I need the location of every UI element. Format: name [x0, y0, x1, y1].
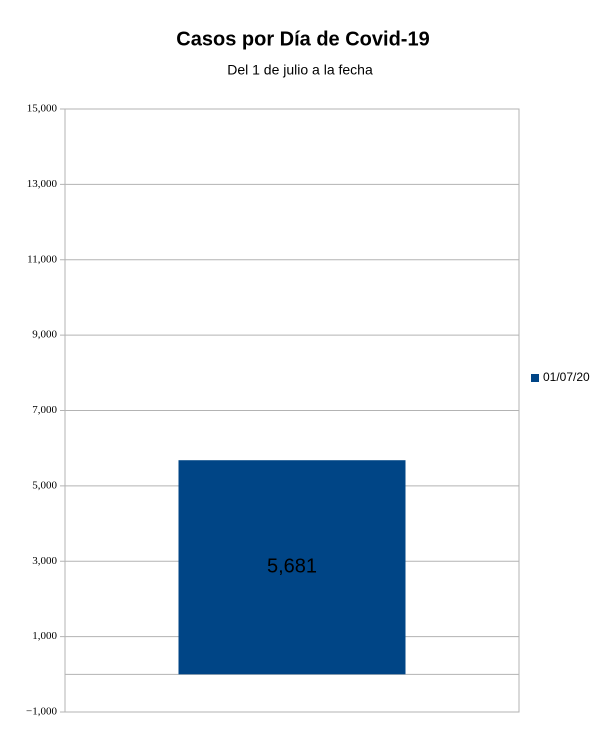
bar	[178, 460, 406, 675]
y-tick-label: 5,000	[32, 479, 57, 491]
y-tick-label: 15,000	[27, 103, 58, 115]
y-tick-label: −1,000	[26, 706, 57, 718]
value-label: 5,681	[267, 556, 317, 578]
legend-label: 01/07/20	[543, 370, 590, 384]
y-tick-label: 13,000	[27, 178, 58, 190]
legend-swatch	[531, 374, 539, 382]
y-tick-label: 7,000	[32, 404, 57, 416]
chart-title: Casos por Día de Covid-19	[176, 28, 429, 50]
y-tick-label: 3,000	[32, 555, 57, 567]
chart-subtitle: Del 1 de julio a la fecha	[227, 62, 373, 78]
y-tick-label: 9,000	[32, 329, 57, 341]
y-tick-label: 11,000	[27, 253, 57, 265]
y-tick-label: 1,000	[32, 630, 57, 642]
